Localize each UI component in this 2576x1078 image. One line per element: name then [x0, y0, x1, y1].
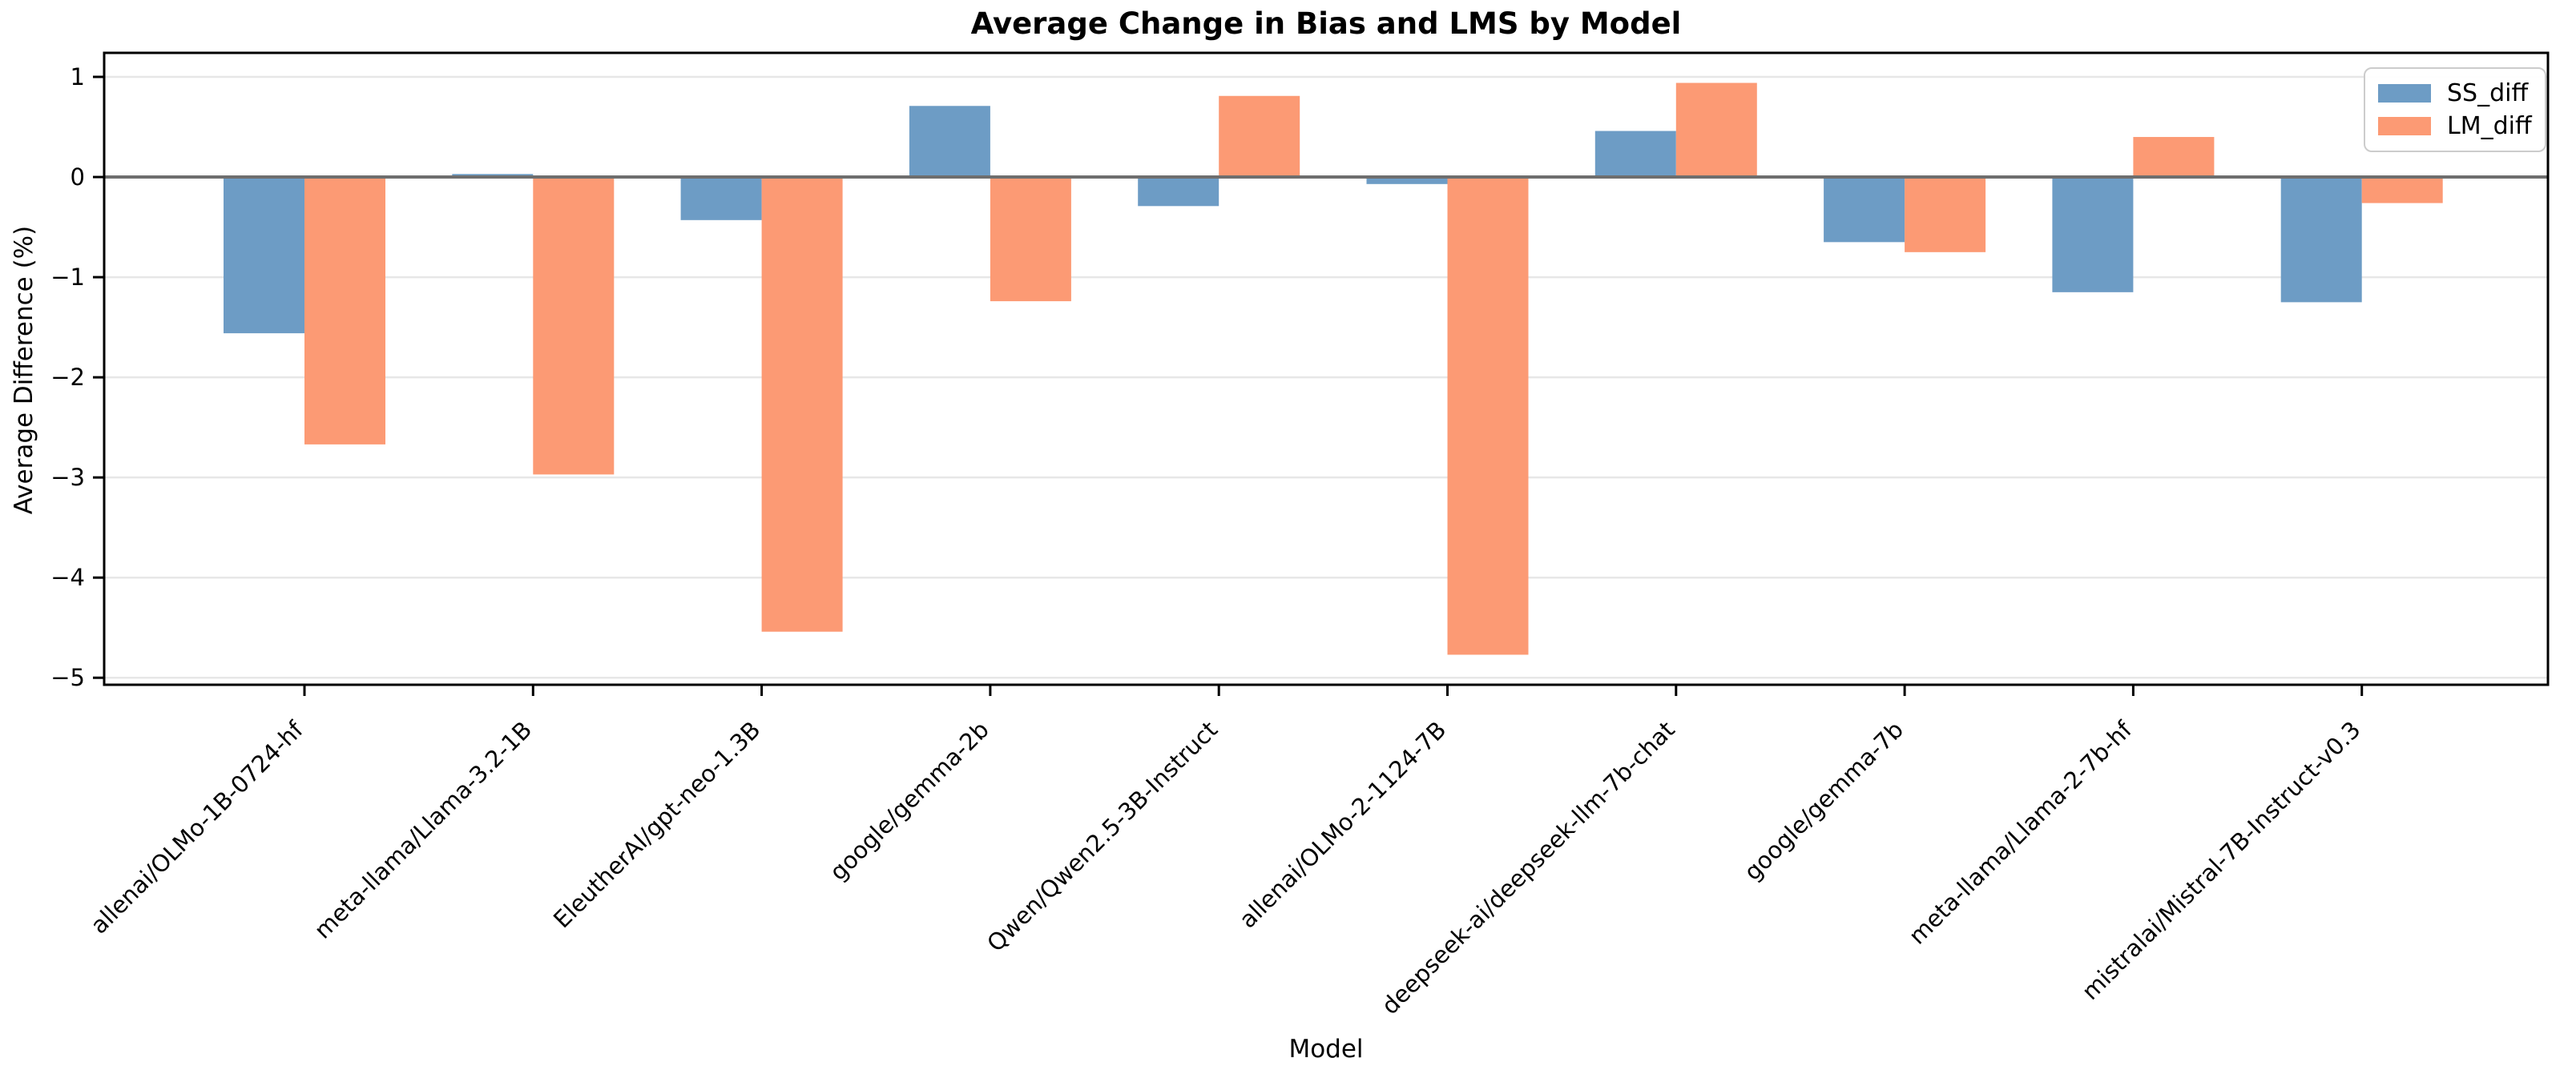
x-tick-label: allenai/OLMo-2-1124-7B — [1234, 716, 1452, 934]
bar-lm_diff-1 — [533, 177, 615, 475]
legend-item-ss-diff: SS_diff — [2378, 79, 2532, 107]
bar-ss_diff-6 — [1594, 131, 1676, 178]
legend: SS_diff LM_diff — [2364, 67, 2546, 152]
bar-ss_diff-5 — [1366, 177, 1448, 184]
bar-lm_diff-9 — [2361, 177, 2443, 203]
bar-lm_diff-5 — [1447, 177, 1529, 655]
y-tick-label: 1 — [71, 63, 85, 91]
legend-label-ss-diff: SS_diff — [2447, 78, 2529, 107]
x-tick-label: allenai/OLMo-1B-0724-hf — [85, 715, 308, 939]
legend-label-lm-diff: LM_diff — [2447, 112, 2532, 141]
x-tick-label: mistralai/Mistral-7B-Instruct-v0.3 — [2077, 716, 2366, 1005]
bar-lm_diff-2 — [761, 177, 843, 632]
x-tick-label: EleutherAI/gpt-neo-1.3B — [548, 716, 765, 933]
bar-ss_diff-0 — [224, 177, 304, 334]
x-tick-label: meta-llama/Llama-2-7b-hf — [1904, 715, 2138, 949]
legend-swatch-ss-diff — [2378, 83, 2431, 103]
bar-ss_diff-9 — [2280, 177, 2362, 303]
bar-lm_diff-3 — [990, 177, 1071, 302]
x-tick-label: google/gemma-2b — [824, 716, 994, 886]
bar-ss_diff-2 — [680, 177, 762, 220]
bar-lm_diff-8 — [2133, 137, 2215, 178]
legend-item-lm-diff: LM_diff — [2378, 112, 2532, 140]
y-tick-label: −1 — [50, 263, 85, 291]
y-tick-label: 0 — [71, 163, 85, 191]
bar-lm_diff-7 — [1905, 177, 1986, 252]
y-tick-label: −3 — [50, 464, 85, 491]
bar-ss_diff-7 — [1824, 177, 1905, 243]
bar-ss_diff-4 — [1138, 177, 1219, 207]
x-tick-label: Qwen/Qwen2.5-3B-Instruct — [982, 716, 1223, 957]
x-tick-label: meta-llama/Llama-3.2-1B — [308, 716, 537, 944]
chart-title: Average Change in Bias and LMS by Model — [970, 6, 1682, 41]
bar-lm_diff-6 — [1675, 82, 1757, 178]
bar-lm_diff-0 — [304, 177, 385, 444]
y-tick-label: −4 — [50, 564, 85, 591]
bar-ss_diff-3 — [909, 106, 990, 178]
y-tick-label: −2 — [50, 364, 85, 391]
bar-ss_diff-8 — [2052, 177, 2134, 292]
plot-border — [103, 51, 2550, 686]
x-tick-label: google/gemma-7b — [1739, 716, 1909, 886]
bar-lm_diff-4 — [1219, 95, 1300, 178]
y-tick-label: −5 — [50, 664, 85, 691]
x-axis-label: Model — [1288, 1035, 1364, 1064]
legend-swatch-lm-diff — [2378, 117, 2431, 136]
